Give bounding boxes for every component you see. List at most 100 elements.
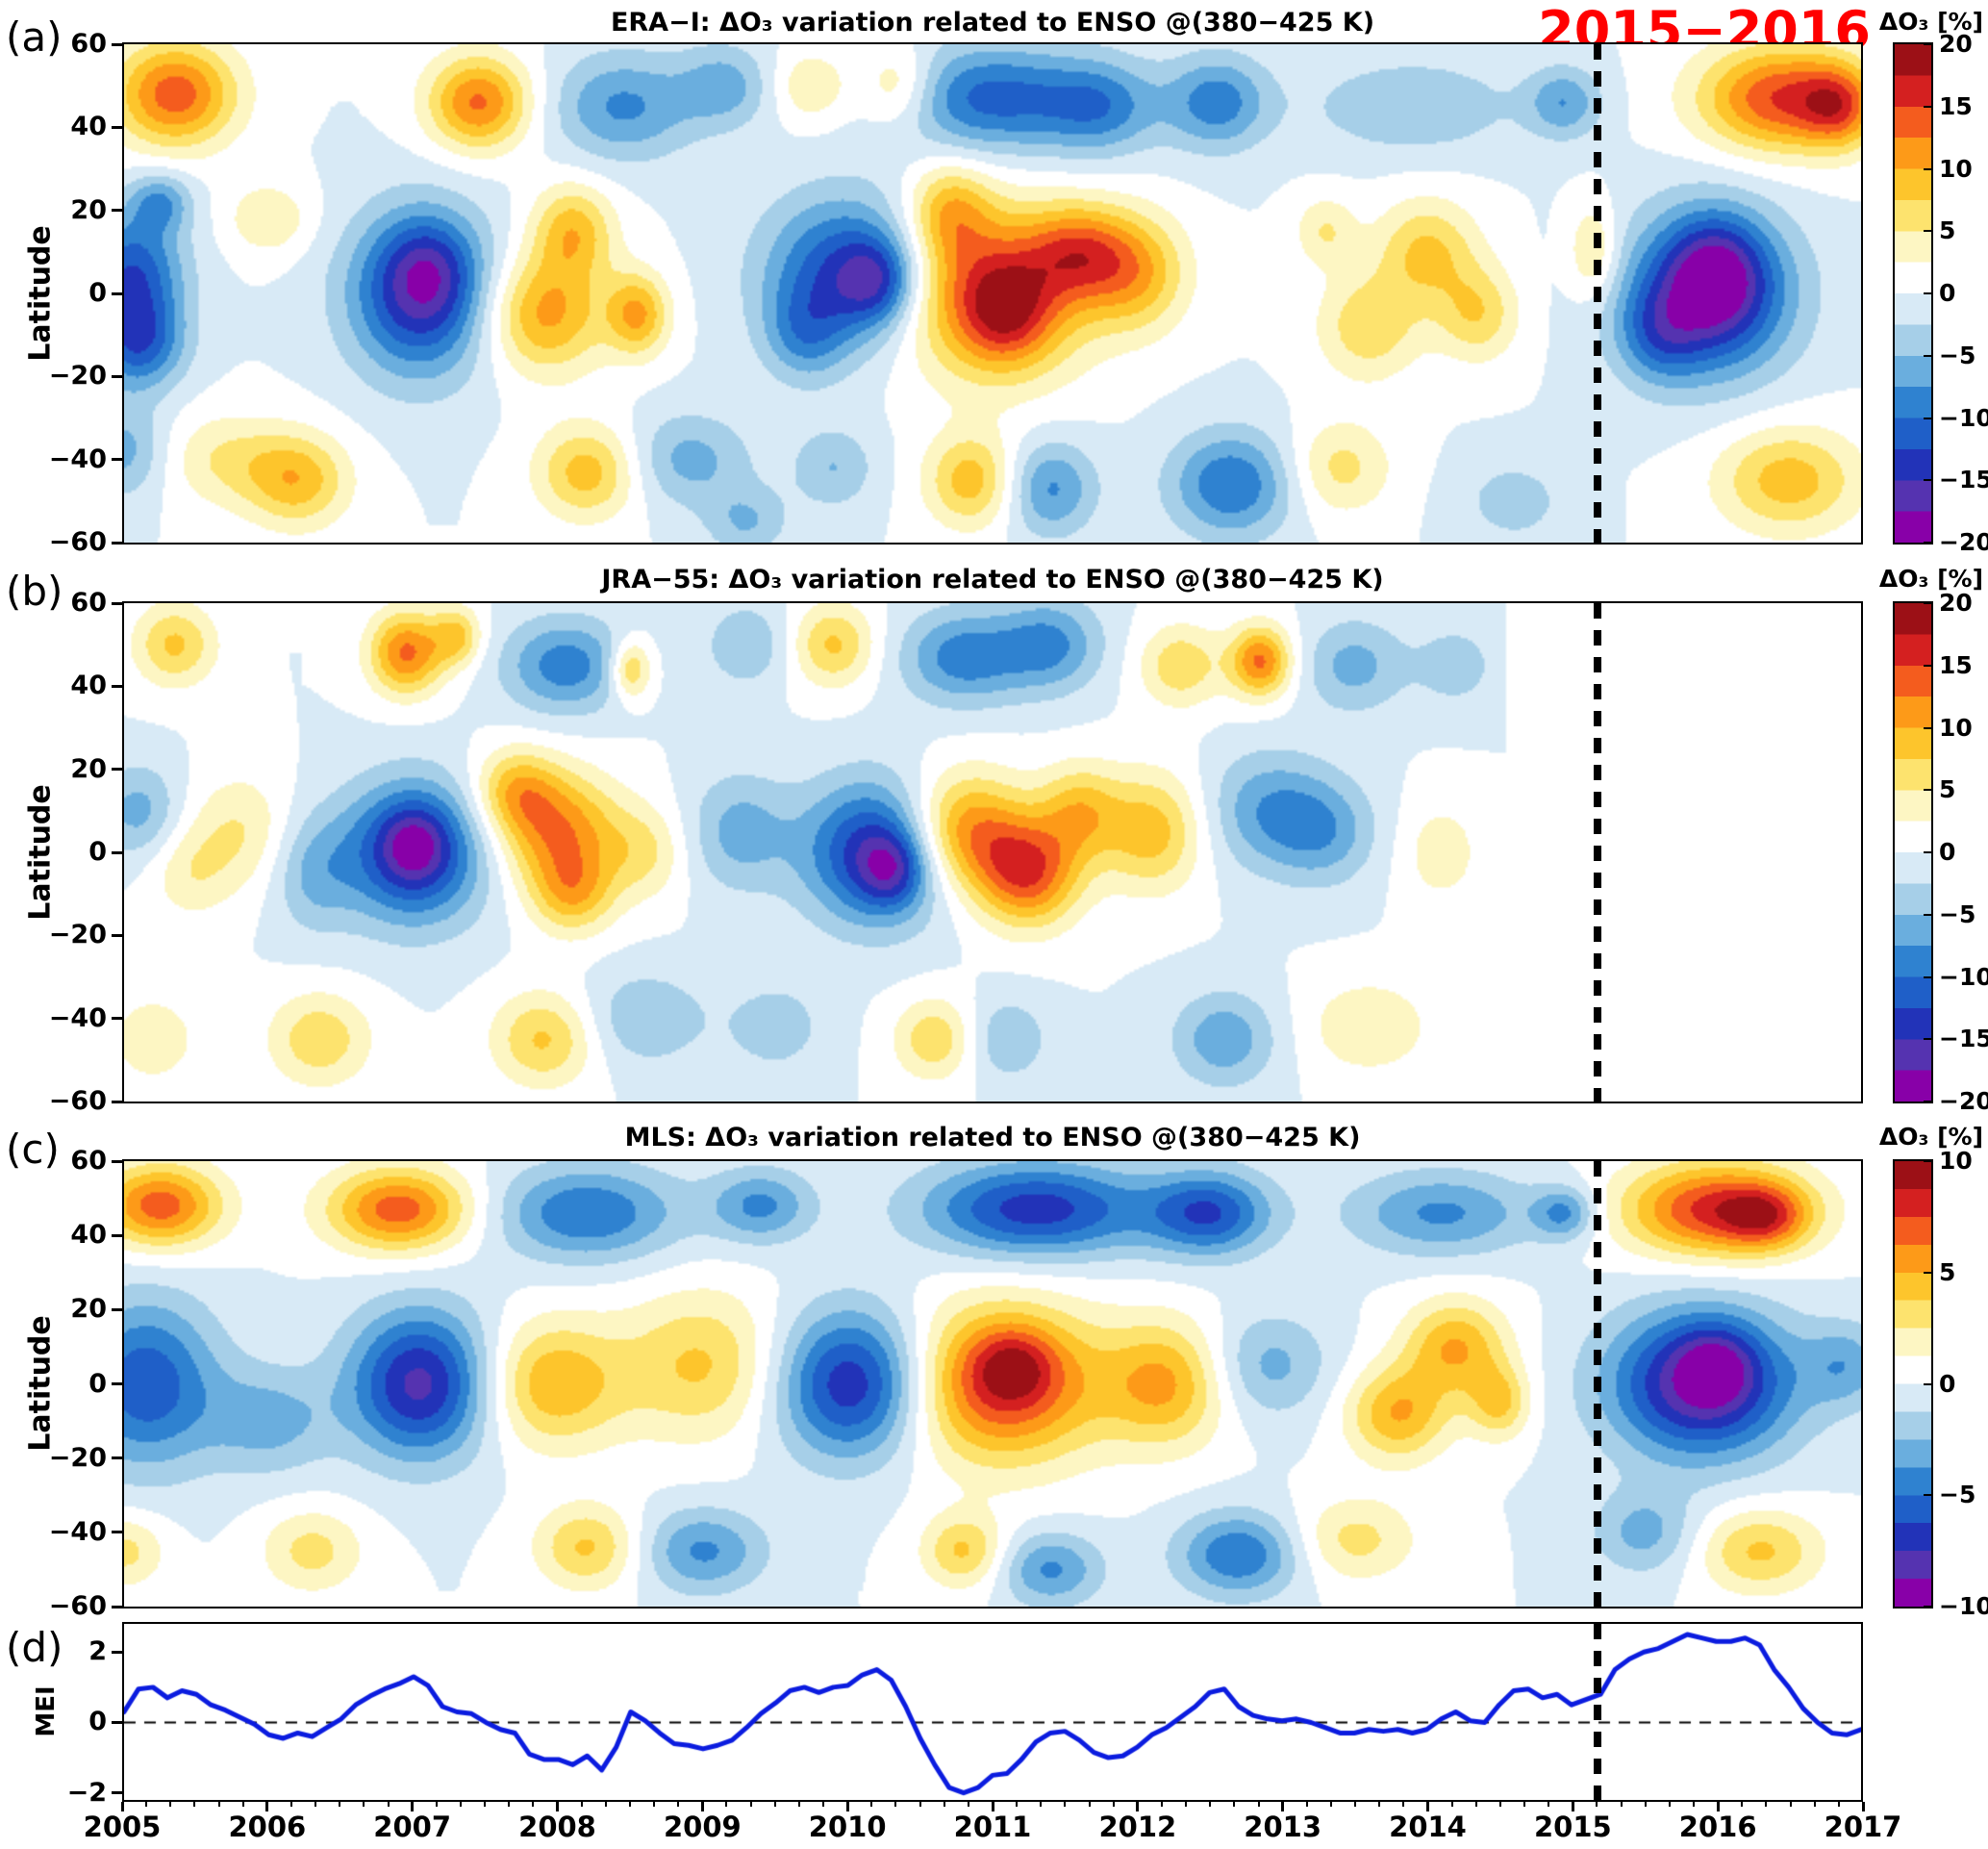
y-tick-mark	[112, 374, 122, 378]
x-minor-tick-mark	[773, 1802, 776, 1807]
x-minor-tick-mark	[1474, 1802, 1477, 1807]
panel-label-c: (c)	[6, 1126, 60, 1173]
x-tick-mark	[991, 1802, 994, 1811]
x-minor-tick-mark	[943, 1802, 945, 1807]
enso-event-dashed-line	[1593, 1161, 1601, 1607]
colorbar-tick-label: −20	[1939, 1087, 1988, 1115]
panel-label-b: (b)	[6, 568, 63, 615]
colorbar-tick-mark	[1924, 913, 1931, 916]
colorbar-tick-label: 5	[1939, 775, 1956, 804]
y-tick-mark	[112, 1159, 122, 1163]
mei-line-canvas	[124, 1624, 1861, 1800]
colorbar-tick-label: 10	[1939, 154, 1973, 183]
y-tick-mark	[112, 1720, 122, 1724]
colorbar-tick-label: −5	[1939, 341, 1976, 369]
x-tick-mark	[1571, 1802, 1574, 1811]
enso-event-dashed-line	[1593, 44, 1601, 543]
colorbar-tick-mark	[1924, 167, 1931, 170]
enso-event-dashed-line	[1593, 603, 1601, 1102]
y-tick-label: 20	[70, 1294, 107, 1325]
y-tick-mark	[112, 1307, 122, 1311]
x-minor-tick-mark	[822, 1802, 825, 1807]
colorbar-tick-mark	[1924, 1038, 1931, 1041]
heatmap-panel-a	[122, 42, 1863, 545]
x-minor-tick-mark	[1064, 1802, 1067, 1807]
colorbar-label-b: ΔO₃ [%]	[1878, 565, 1983, 593]
x-tick-mark	[700, 1802, 704, 1811]
colorbar-tick-mark	[1924, 1271, 1931, 1274]
x-tick-mark	[845, 1802, 849, 1811]
x-minor-tick-mark	[1112, 1802, 1115, 1807]
x-minor-tick-mark	[1402, 1802, 1405, 1807]
y-tick-label: −40	[48, 1516, 107, 1547]
x-minor-tick-mark	[217, 1802, 220, 1807]
x-minor-tick-mark	[604, 1802, 607, 1807]
y-tick-mark	[112, 1456, 122, 1460]
colorbar-tick-mark	[1924, 1494, 1931, 1497]
panel-label-d: (d)	[6, 1624, 63, 1671]
heatmap-canvas-c	[124, 1161, 1861, 1607]
x-minor-tick-mark	[1668, 1802, 1671, 1807]
x-minor-tick-mark	[1693, 1802, 1696, 1807]
x-minor-tick-mark	[628, 1802, 631, 1807]
colorbar-tick-mark	[1924, 479, 1931, 482]
x-minor-tick-mark	[193, 1802, 196, 1807]
heatmap-panel-b	[122, 601, 1863, 1103]
colorbar-tick-mark	[1924, 726, 1931, 729]
colorbar-tick-label: −10	[1939, 962, 1988, 991]
colorbar-tick-label: −5	[1939, 1481, 1976, 1509]
x-minor-tick-mark	[1257, 1802, 1260, 1807]
y-tick-label: 0	[88, 278, 107, 308]
x-tick-label: 2012	[1098, 1811, 1177, 1843]
colorbar-tick-mark	[1924, 542, 1931, 544]
x-tick-label: 2016	[1678, 1811, 1757, 1843]
y-tick-mark	[112, 933, 122, 937]
x-tick-label: 2007	[373, 1811, 452, 1843]
colorbar-tick-label: 10	[1939, 1147, 1973, 1175]
x-tick-mark	[1716, 1802, 1720, 1811]
y-tick-label: −20	[48, 361, 107, 392]
colorbar-tick-label: −10	[1939, 403, 1988, 432]
y-tick-label: −60	[48, 527, 107, 557]
y-tick-label: 20	[70, 753, 107, 784]
y-tick-label: −20	[48, 920, 107, 950]
colorbar-tick-mark	[1924, 417, 1931, 419]
colorbar-tick-mark	[1924, 1101, 1931, 1102]
x-tick-label: 2017	[1824, 1811, 1902, 1843]
y-tick-mark	[112, 1791, 122, 1795]
x-minor-tick-mark	[1040, 1802, 1043, 1807]
x-minor-tick-mark	[1233, 1802, 1236, 1807]
y-tick-mark	[112, 768, 122, 772]
x-minor-tick-mark	[894, 1802, 897, 1807]
colorbar-tick-label: 20	[1939, 30, 1973, 58]
y-tick-mark	[112, 1605, 122, 1608]
x-minor-tick-mark	[1016, 1802, 1019, 1807]
x-tick-mark	[1861, 1802, 1865, 1811]
x-minor-tick-mark	[797, 1802, 800, 1807]
x-tick-label: 2013	[1244, 1811, 1322, 1843]
x-minor-tick-mark	[508, 1802, 511, 1807]
colorbar-tick-label: 20	[1939, 589, 1973, 617]
y-tick-label: −2	[66, 1777, 107, 1808]
panel-label-a: (a)	[6, 13, 63, 61]
colorbar-tick-label: 0	[1939, 838, 1956, 866]
colorbar-tick-label: −10	[1939, 1592, 1988, 1620]
y-tick-label: 0	[88, 837, 107, 867]
x-tick-label: 2009	[663, 1811, 742, 1843]
colorbar-label-c: ΔO₃ [%]	[1878, 1123, 1983, 1151]
y-tick-mark	[112, 1100, 122, 1103]
x-minor-tick-mark	[1765, 1802, 1768, 1807]
x-minor-tick-mark	[1596, 1802, 1598, 1807]
x-tick-label: 2010	[808, 1811, 887, 1843]
x-minor-tick-mark	[1498, 1802, 1501, 1807]
y-tick-label: 0	[88, 1707, 107, 1737]
x-minor-tick-mark	[1305, 1802, 1308, 1807]
x-minor-tick-mark	[315, 1802, 317, 1807]
colorbar-tick-mark	[1924, 602, 1931, 604]
x-minor-tick-mark	[459, 1802, 462, 1807]
y-tick-mark	[112, 850, 122, 854]
x-minor-tick-mark	[145, 1802, 148, 1807]
colorbar-tick-mark	[1924, 664, 1931, 667]
x-minor-tick-mark	[1789, 1802, 1792, 1807]
